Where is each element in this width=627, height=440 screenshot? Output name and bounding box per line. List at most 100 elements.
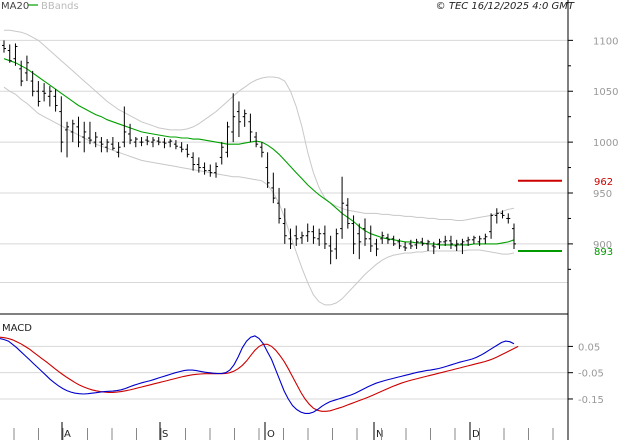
price-bar	[397, 238, 402, 249]
price-bar	[42, 83, 47, 102]
price-bar	[24, 55, 29, 82]
price-tick-label: 1000	[593, 138, 618, 149]
bollinger-bands	[3, 29, 515, 306]
price-bar	[214, 162, 219, 178]
price-bar	[53, 89, 58, 112]
price-bar	[460, 238, 465, 255]
price-bar	[179, 142, 184, 153]
price-bar	[403, 241, 408, 252]
price-bar	[288, 228, 293, 249]
price-bar	[454, 239, 459, 252]
price-bar	[145, 136, 150, 146]
price-bar	[431, 241, 436, 255]
price-bar	[156, 137, 161, 146]
signal-line	[0, 336, 519, 412]
price-bar	[87, 121, 92, 145]
price-tick-label: 1050	[593, 87, 618, 98]
price-tick-label: 950	[593, 189, 612, 200]
macd-panel-title: MACD	[2, 323, 32, 334]
price-bar	[139, 137, 144, 147]
month-label: D	[472, 429, 480, 440]
price-bar	[489, 213, 494, 239]
resistance-label: 962	[594, 177, 613, 188]
price-bar	[208, 164, 213, 177]
price-bar	[231, 93, 236, 143]
price-bar	[351, 215, 356, 255]
price-bar	[196, 157, 201, 173]
month-label: O	[267, 429, 275, 440]
price-bar	[30, 70, 35, 97]
price-bar	[7, 44, 12, 63]
price-bar	[408, 239, 413, 249]
price-bar	[259, 142, 264, 158]
macd-tick-label: 0.05	[578, 342, 600, 353]
price-bar	[242, 109, 247, 127]
macd-lines	[0, 335, 519, 414]
price-bar	[437, 238, 442, 249]
price-bar	[414, 238, 419, 249]
price-bar	[202, 162, 207, 175]
price-bar	[225, 121, 230, 158]
price-bar	[385, 233, 390, 244]
price-bar	[162, 138, 167, 149]
macd-tick-label: -0.05	[578, 369, 604, 380]
price-bar	[500, 210, 505, 219]
price-bar	[340, 176, 345, 239]
price-bar	[277, 187, 282, 224]
price-bar	[299, 231, 304, 244]
price-bar	[99, 137, 104, 153]
price-bars	[2, 40, 516, 265]
price-bar	[128, 123, 133, 145]
macd-tick-label: -0.15	[578, 395, 604, 406]
price-axis: 1100 1050 1000 950 900	[568, 36, 618, 270]
price-bar	[13, 43, 18, 66]
price-bar	[282, 208, 287, 244]
price-tick-label: 900	[593, 240, 612, 251]
price-bar	[448, 235, 453, 249]
price-bar	[506, 213, 511, 224]
price-bar	[271, 172, 276, 204]
lower-band-line	[3, 86, 515, 306]
price-bar	[357, 223, 362, 260]
price-bar	[483, 233, 488, 244]
price-bar	[512, 223, 516, 249]
price-bar	[466, 236, 471, 246]
price-bar	[122, 106, 127, 148]
ma20-path	[3, 58, 515, 246]
price-bar	[477, 235, 482, 246]
price-bar	[219, 142, 224, 165]
month-label: S	[162, 429, 168, 440]
price-bar	[116, 142, 121, 158]
price-bar	[363, 218, 368, 246]
price-bar	[150, 137, 155, 148]
support-label: 893	[594, 247, 613, 258]
ma20-line	[3, 58, 515, 246]
price-bar	[47, 86, 52, 107]
price-bar	[380, 231, 385, 244]
price-bar	[110, 137, 115, 151]
price-bar	[305, 223, 310, 242]
month-label: N	[376, 429, 383, 440]
price-bar	[294, 225, 299, 246]
price-bar	[59, 96, 64, 153]
price-bar	[191, 152, 196, 171]
upper-band-line	[4, 29, 515, 221]
price-bar	[168, 139, 173, 148]
price-bar	[76, 116, 81, 148]
bbands-legend-label: BBands	[41, 1, 79, 12]
price-bar	[328, 235, 333, 265]
price-bar	[265, 152, 270, 188]
price-tick-label: 1100	[593, 36, 618, 47]
price-bar	[471, 235, 476, 244]
price-bar	[334, 228, 339, 260]
price-bar	[105, 139, 110, 153]
price-bar	[19, 60, 24, 87]
ma20-legend-label: MA20	[1, 1, 29, 12]
price-bar	[345, 198, 350, 229]
price-bar	[248, 113, 253, 143]
price-bar	[317, 228, 322, 246]
price-bar	[173, 140, 178, 150]
